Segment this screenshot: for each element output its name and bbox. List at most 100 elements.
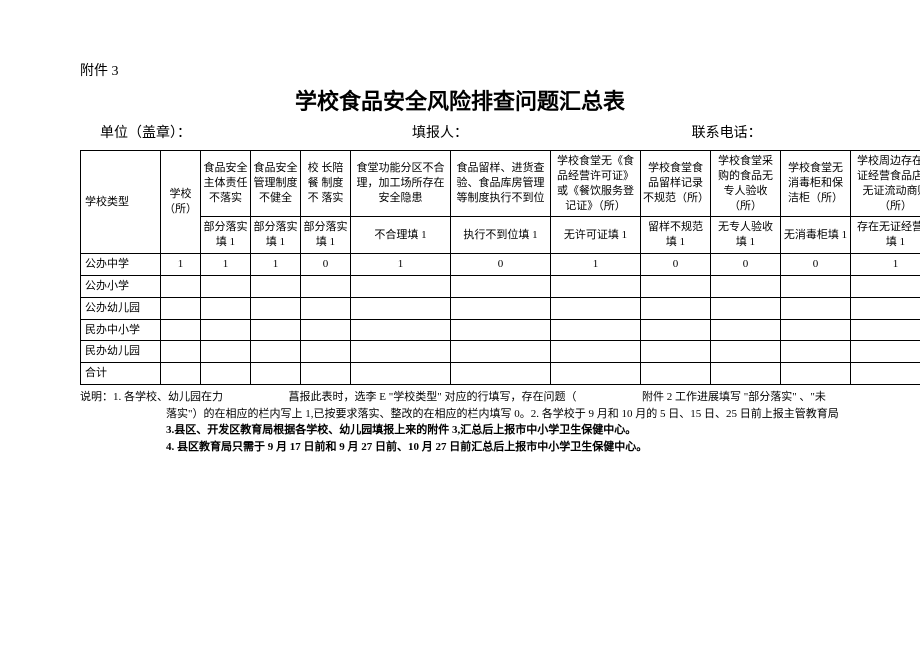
col-school-type: 学校类型 [81,151,161,254]
cell [711,363,781,385]
row-label: 公办幼儿园 [81,297,161,319]
col-4: 校 长陪 餐 制度 不 落实 [301,151,351,217]
cell [251,341,301,363]
table-row: 公办小学 [81,275,920,297]
cell: 0 [641,254,711,276]
cell: 0 [781,254,851,276]
cell [551,319,641,341]
table-row: 公办幼儿园 [81,297,920,319]
summary-table: 学校类型 学校（所） 食品安全主体责任不落实 食品安全管理制度不健全 校 长陪 … [80,150,920,385]
cell [711,319,781,341]
col-7: 学校食堂无《食品经营许可证》或《餐饮服务登记证》（所） [551,151,641,217]
row-label: 公办中学 [81,254,161,276]
table-row: 公办中学11101010001 [81,254,920,276]
cell [201,297,251,319]
cell: 1 [251,254,301,276]
sub-9: 无专人验收填 1 [711,217,781,254]
cell [781,319,851,341]
col-8: 学校食堂食品留样记录不规范（所） [641,151,711,217]
table-row: 民办中小学 [81,319,920,341]
table-row: 民办幼儿园 [81,341,920,363]
cell [301,363,351,385]
cell [551,341,641,363]
cell: 1 [351,254,451,276]
row-label: 公办小学 [81,275,161,297]
col-school-count: 学校（所） [161,151,201,254]
cell [711,297,781,319]
cell: 1 [201,254,251,276]
cell: 1 [851,254,920,276]
cell [641,297,711,319]
sub-7: 无许可证填 1 [551,217,641,254]
col-2: 食品安全主体责任不落实 [201,151,251,217]
cell [161,341,201,363]
cell [161,297,201,319]
cell [451,363,551,385]
cell [641,341,711,363]
cell [161,319,201,341]
cell [351,341,451,363]
cell [351,319,451,341]
col-9: 学校食堂采购的食品无专人验收（所） [711,151,781,217]
cell [251,297,301,319]
cell [201,319,251,341]
cell [551,363,641,385]
sub-5: 不合理填 1 [351,217,451,254]
cell [711,275,781,297]
cell [201,363,251,385]
table-row: 合计 [81,363,920,385]
cell [251,363,301,385]
cell [251,275,301,297]
cell [351,275,451,297]
note-line-4: 4. 县区教育局只需于 9 月 17 日前和 9 月 27 日前、10 月 27… [110,439,840,456]
sub-4: 部分落实填 1 [301,217,351,254]
sub-8: 留样不规范填 1 [641,217,711,254]
notes: 说明：1. 各学校、幼儿园在力 菖报此表时，选李 E "学校类型" 对应的行填写… [80,389,840,455]
cell [641,319,711,341]
col-11: 学校周边存在无证经营食品店或无证流动商贩（所） [851,151,920,217]
sub-6: 执行不到位填 1 [451,217,551,254]
cell [851,319,920,341]
row-label: 合计 [81,363,161,385]
cell [851,341,920,363]
cell [451,297,551,319]
cell [351,363,451,385]
cell [641,275,711,297]
table-header-row-1: 学校类型 学校（所） 食品安全主体责任不落实 食品安全管理制度不健全 校 长陪 … [81,151,920,217]
cell [851,297,920,319]
note-line-3: 3.县区、开发区教育局根据各学校、幼儿园填报上来的附件 3,汇总后上报市中小学卫… [110,422,840,439]
cell [301,275,351,297]
cell [301,297,351,319]
cell [301,341,351,363]
cell [711,341,781,363]
cell [451,341,551,363]
cell [551,275,641,297]
cell [201,341,251,363]
row-label: 民办幼儿园 [81,341,161,363]
cell [851,363,920,385]
cell [451,275,551,297]
cell [351,297,451,319]
form-header: 单位（盖章）： 填报人： 联系电话： [80,122,840,142]
phone-label: 联系电话： [553,122,840,142]
cell [161,363,201,385]
table-header-row-2: 部分落实填 1 部分落实填 1 部分落实填 1 不合理填 1 执行不到位填 1 … [81,217,920,254]
cell: 0 [451,254,551,276]
cell [851,275,920,297]
reporter-label: 填报人： [327,122,554,142]
attachment-label: 附件 3 [80,60,840,80]
cell [781,341,851,363]
sub-11: 存在无证经营的填 1 [851,217,920,254]
cell [781,363,851,385]
cell [551,297,641,319]
cell [201,275,251,297]
cell [641,363,711,385]
sub-10: 无消毒柜填 1 [781,217,851,254]
cell: 0 [711,254,781,276]
cell [781,297,851,319]
cell [161,275,201,297]
note-line-2: 落实"）的在相应的栏内写上 1,已按要求落实、整改的在相应的栏内填写 0。2. … [110,406,840,423]
page-title: 学校食品安全风险排查问题汇总表 [80,84,840,116]
cell [451,319,551,341]
cell: 1 [161,254,201,276]
